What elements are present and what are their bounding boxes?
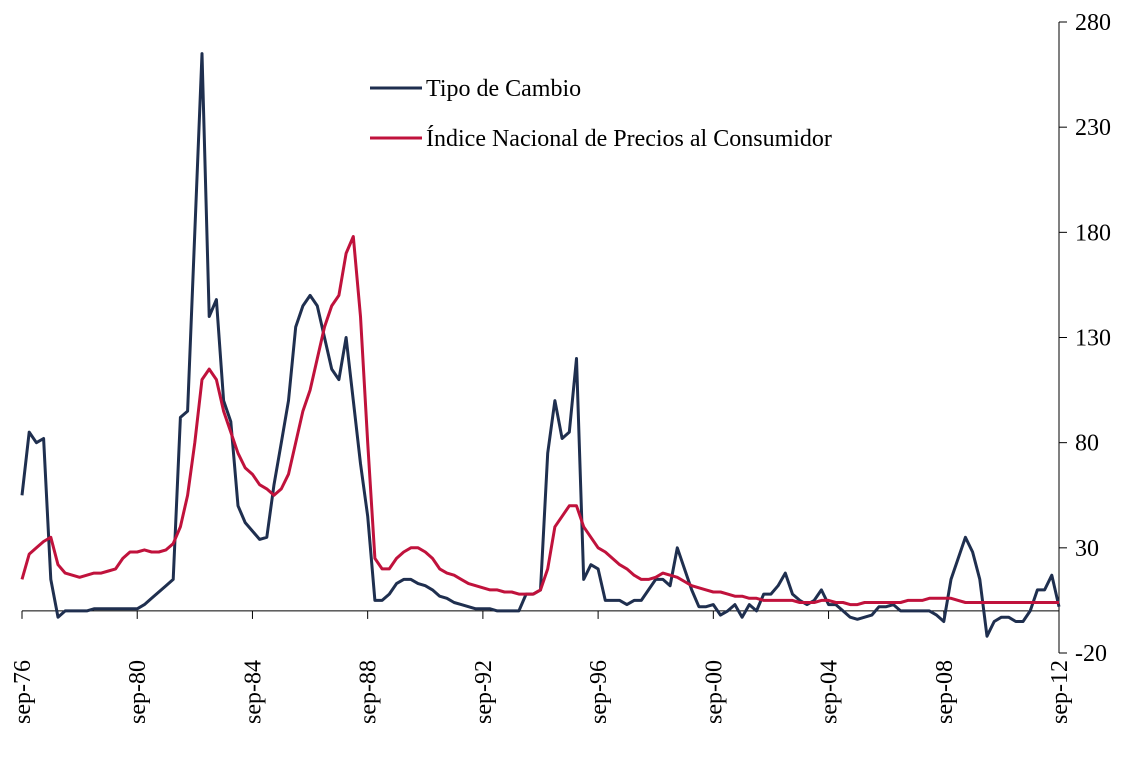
- x-tick-label: sep-88: [356, 660, 382, 724]
- legend-label: Tipo de Cambio: [426, 76, 581, 102]
- y-tick-label: 30: [1075, 536, 1099, 562]
- y-tick-label: -20: [1075, 641, 1107, 667]
- x-tick-label: sep-96: [586, 660, 612, 724]
- x-tick-label: sep-04: [817, 660, 843, 724]
- x-tick-label: sep-00: [701, 660, 727, 724]
- x-tick-label: sep-08: [932, 660, 958, 724]
- y-tick-label: 180: [1075, 220, 1111, 246]
- x-tick-label: sep-76: [10, 660, 36, 724]
- series-line: [20, 235, 1059, 607]
- y-tick-label: 230: [1075, 115, 1111, 141]
- x-tick-label: sep-84: [240, 660, 266, 724]
- y-tick-label: 280: [1075, 10, 1111, 36]
- x-tick-label: sep-92: [471, 660, 497, 724]
- legend-label: Índice Nacional de Precios al Consumidor: [426, 126, 832, 152]
- y-tick-label: 80: [1075, 431, 1099, 457]
- x-tick-label: sep-12: [1047, 660, 1073, 724]
- x-tick-label: sep-80: [125, 660, 151, 724]
- y-tick-label: 130: [1075, 326, 1111, 352]
